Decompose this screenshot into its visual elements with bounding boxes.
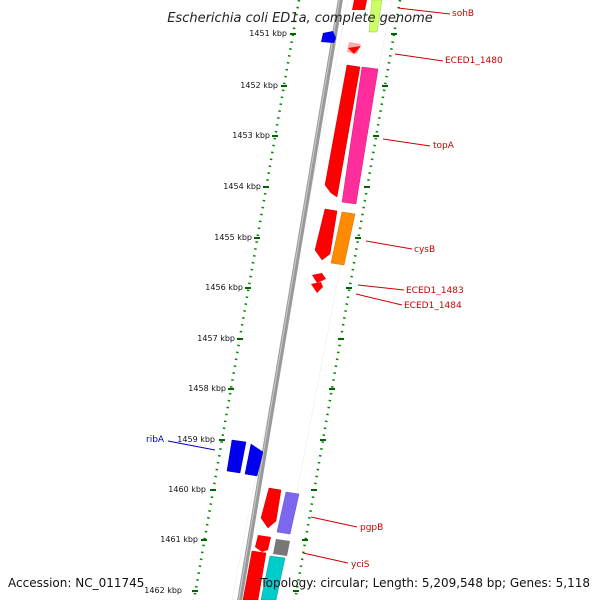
gene-feature-blue-small[interactable] — [321, 31, 336, 43]
gene-feature-yciS-red[interactable] — [255, 535, 271, 552]
gene-feature-lime[interactable] — [368, 0, 383, 33]
leader-ECED1_1483 — [357, 284, 405, 291]
genome-backbone — [237, 0, 343, 600]
tick-label-1462: 1462 kbp — [144, 586, 182, 595]
gene-feature-pgpB[interactable] — [276, 491, 300, 535]
tick-label-1454: 1454 kbp — [223, 182, 261, 191]
gene-features — [226, 0, 383, 600]
gene-feature-ECED1_1484[interactable] — [311, 282, 323, 293]
topology-text: Topology: circular; Length: 5,209,548 bp… — [259, 576, 590, 590]
gene-feature-topA-red[interactable] — [324, 64, 361, 198]
tick-label-1459: 1459 kbp — [177, 435, 215, 444]
gene-label-ECED1_1483[interactable]: ECED1_1483 — [406, 286, 464, 296]
tick-label-1457: 1457 kbp — [197, 334, 235, 343]
gene-feature-ECED1_1480[interactable] — [348, 46, 361, 54]
gene-feature-cysB[interactable] — [330, 211, 356, 266]
tick-label-1453: 1453 kbp — [232, 131, 270, 140]
left-ruler-ticks — [192, 33, 296, 592]
leader-sohB — [397, 7, 451, 15]
gene-label-sohB[interactable]: sohB — [452, 9, 474, 19]
gene-label-pgpB[interactable]: pgpB — [360, 523, 383, 533]
leader-ribA — [167, 440, 216, 451]
gene-feature-bottom-red[interactable] — [242, 550, 267, 600]
leader-topA — [382, 138, 431, 147]
tick-label-1455: 1455 kbp — [214, 233, 252, 242]
leader-pgpB — [310, 516, 358, 528]
gene-feature-ribA-2[interactable] — [244, 443, 264, 477]
gene-label-yciS[interactable]: yciS — [351, 560, 370, 570]
accession-text: Accession: NC_011745 — [8, 576, 144, 590]
gene-label-ribA[interactable]: ribA — [146, 435, 165, 445]
gene-feature-ECED1_1483[interactable] — [312, 273, 326, 283]
gene-feature-sohB[interactable] — [352, 0, 367, 10]
gene-feature-cysB-red[interactable] — [314, 208, 338, 261]
map-title: Escherichia coli ED1a, complete genome — [167, 11, 433, 26]
gene-label-leaders — [167, 7, 451, 564]
gene-label-ECED1_1480[interactable]: ECED1_1480 — [445, 56, 503, 66]
gene-label-ECED1_1484[interactable]: ECED1_1484 — [404, 301, 462, 311]
leader-cysB — [365, 240, 413, 250]
gene-labels: sohB ECED1_1480 topA cysB ECED1_1483 ECE… — [146, 9, 503, 570]
gene-label-cysB[interactable]: cysB — [414, 245, 435, 255]
tick-label-1451: 1451 kbp — [249, 29, 287, 38]
tick-labels: 1451 kbp 1452 kbp 1453 kbp 1454 kbp 1455… — [144, 29, 287, 595]
gene-feature-bottom-cyan[interactable] — [260, 555, 286, 600]
right-ruler-ticks — [293, 33, 397, 592]
gene-feature-topA[interactable] — [341, 66, 379, 205]
tick-label-1458: 1458 kbp — [188, 384, 226, 393]
tick-label-1452: 1452 kbp — [240, 81, 278, 90]
tick-label-1461: 1461 kbp — [160, 535, 198, 544]
leader-yciS — [302, 552, 349, 564]
leader-ECED1_1480 — [394, 53, 444, 62]
tick-label-1460: 1460 kbp — [168, 485, 206, 494]
tick-label-1456: 1456 kbp — [205, 283, 243, 292]
gene-feature-ribA-1[interactable] — [226, 439, 247, 474]
gene-feature-yciS[interactable] — [273, 539, 290, 556]
gene-label-topA[interactable]: topA — [433, 141, 455, 151]
gene-feature-pgpB-red[interactable] — [260, 487, 282, 529]
leader-ECED1_1484 — [355, 293, 403, 306]
genome-backbone-highlight — [238, 0, 340, 600]
